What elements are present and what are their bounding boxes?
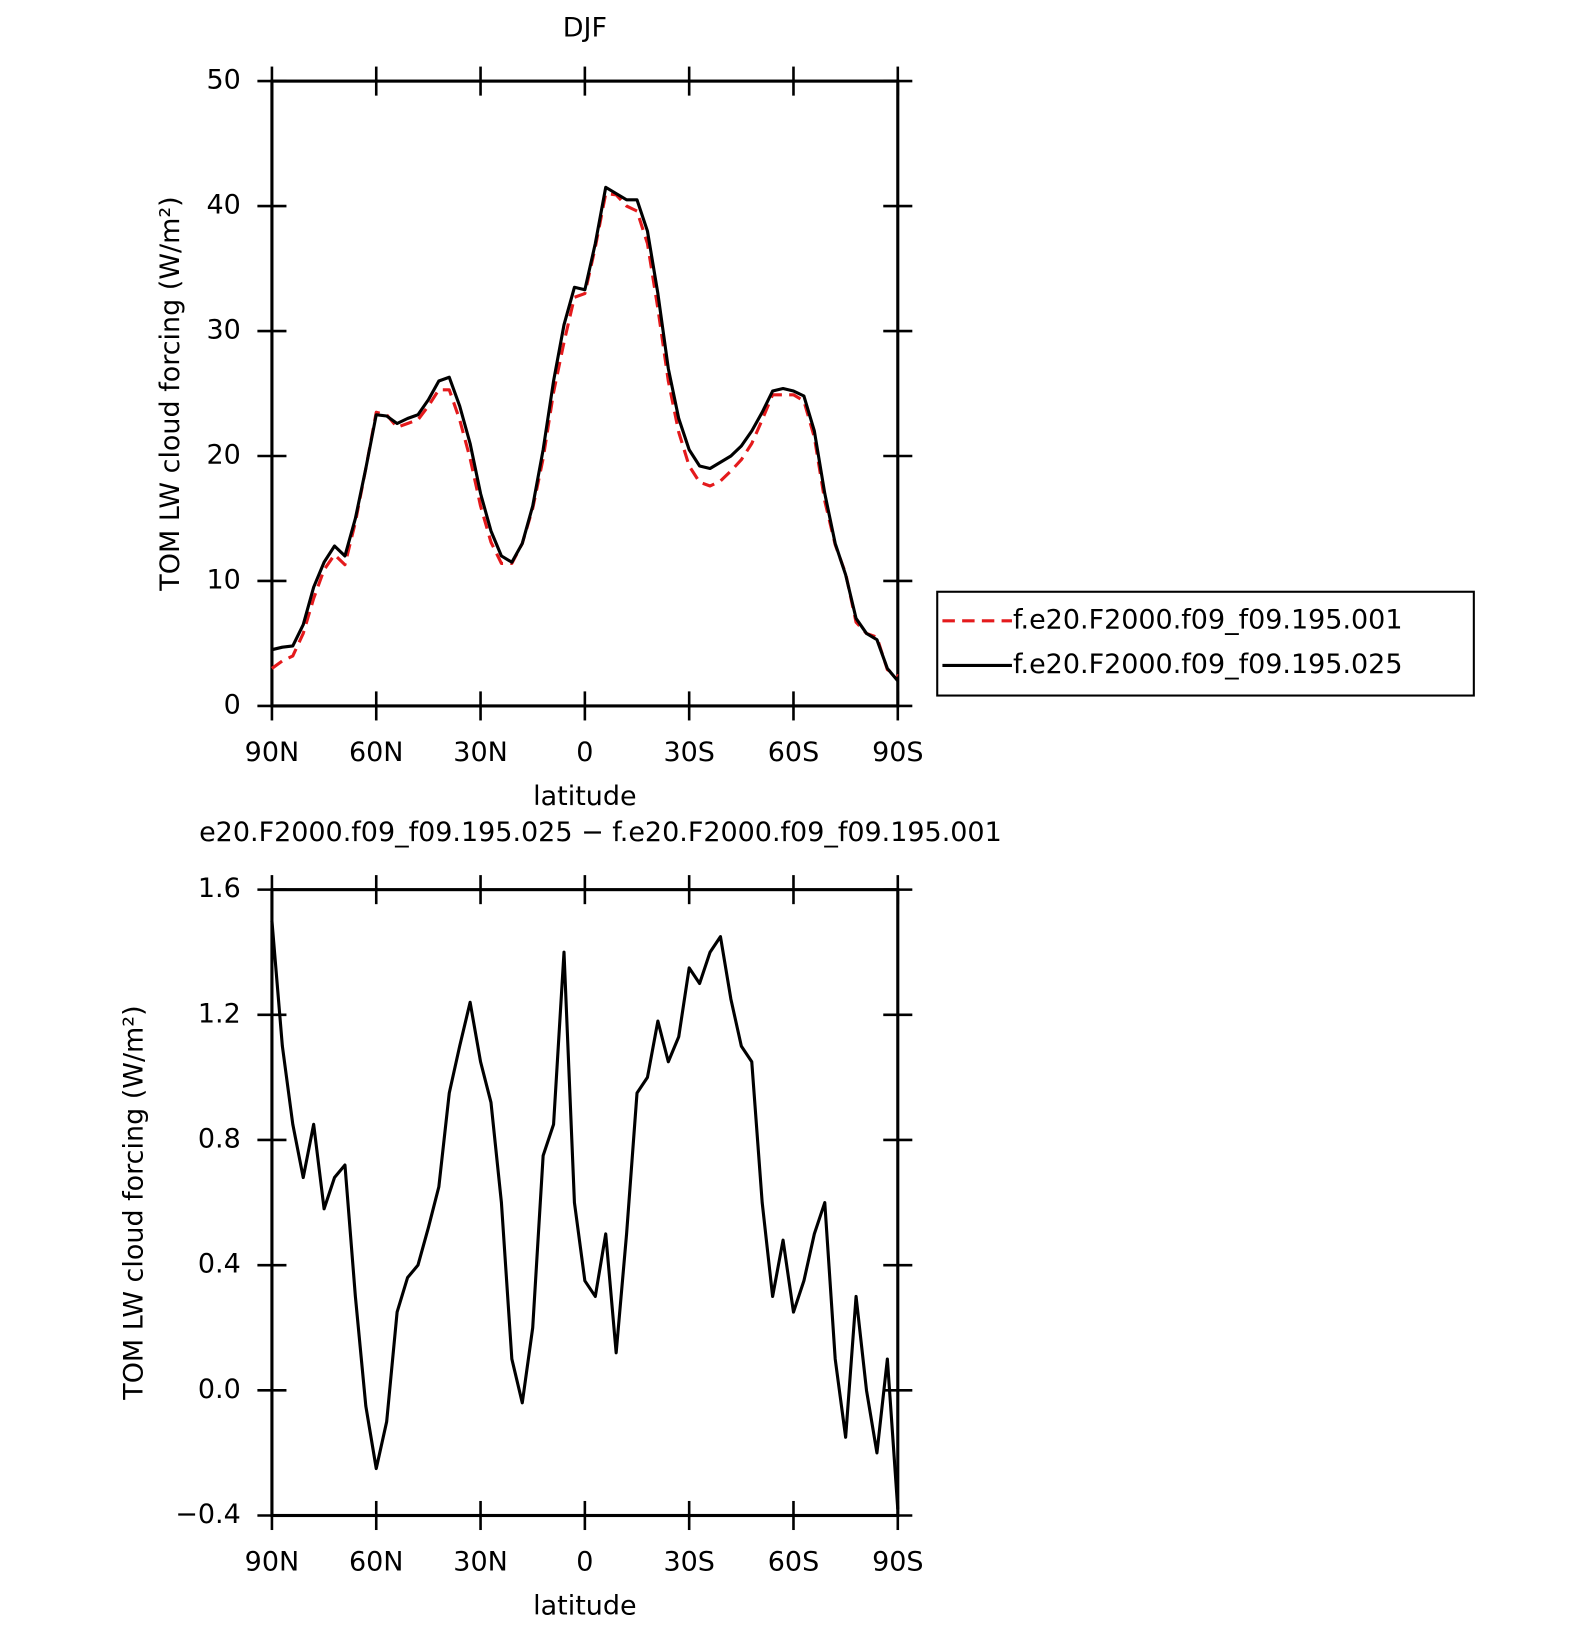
x-axis-label: latitude [533,781,636,812]
y-tick-label: 0.0 [198,1374,241,1405]
y-tick-label: −0.4 [175,1499,241,1530]
plot-frame [270,79,900,708]
x-tick-label: 60N [349,1547,403,1578]
y-tick-label: 0.4 [198,1249,241,1280]
x-tick-label: 90S [872,1547,923,1578]
legend-label: f.e20.F2000.f09_f09.195.001 [1013,604,1403,635]
chart-title: e20.F2000.f09_f09.195.025 − f.e20.F2000.… [199,817,1002,848]
x-tick-label: 60S [768,1547,819,1578]
x-tick-label: 60S [768,737,819,768]
y-tick-label: 40 [206,190,240,221]
x-tick-label: 60N [349,737,403,768]
x-tick-label: 90S [872,737,923,768]
x-axis-label: latitude [533,1590,636,1621]
y-tick-label: 50 [206,65,240,96]
y-tick-label: 1.6 [198,873,241,904]
data-line [271,185,899,682]
y-axis-label: TOM LW cloud forcing (W/m²) [155,196,186,591]
legend-box [936,590,1475,697]
x-tick-label: 30S [663,737,714,768]
plot-frame [270,888,900,1518]
y-tick-label: 0 [224,689,241,720]
y-tick-label: 1.2 [198,998,241,1029]
chart-title: DJF [563,13,607,44]
x-tick-label: 30N [453,1547,507,1578]
x-tick-label: 90N [245,737,299,768]
y-axis-label: TOM LW cloud forcing (W/m²) [118,1005,149,1400]
y-tick-label: 10 [206,564,240,595]
panel: e20.F2000.f09_f09.195.025 − f.e20.F2000.… [118,817,1001,1621]
data-line [271,192,899,678]
legend-label: f.e20.F2000.f09_f09.195.025 [1013,649,1403,680]
x-tick-label: 0 [576,1547,593,1578]
x-tick-label: 30S [663,1547,714,1578]
data-line [270,920,900,1510]
y-tick-label: 0.8 [198,1123,241,1154]
y-tick-label: 30 [206,315,240,346]
x-tick-label: 90N [245,1547,299,1578]
panel: DJF TOM LW cloud forcing (W/m²) latitude 0 1… [155,13,1475,812]
y-tick-label: 20 [206,439,240,470]
x-tick-label: 0 [576,737,593,768]
x-tick-label: 30N [453,737,507,768]
